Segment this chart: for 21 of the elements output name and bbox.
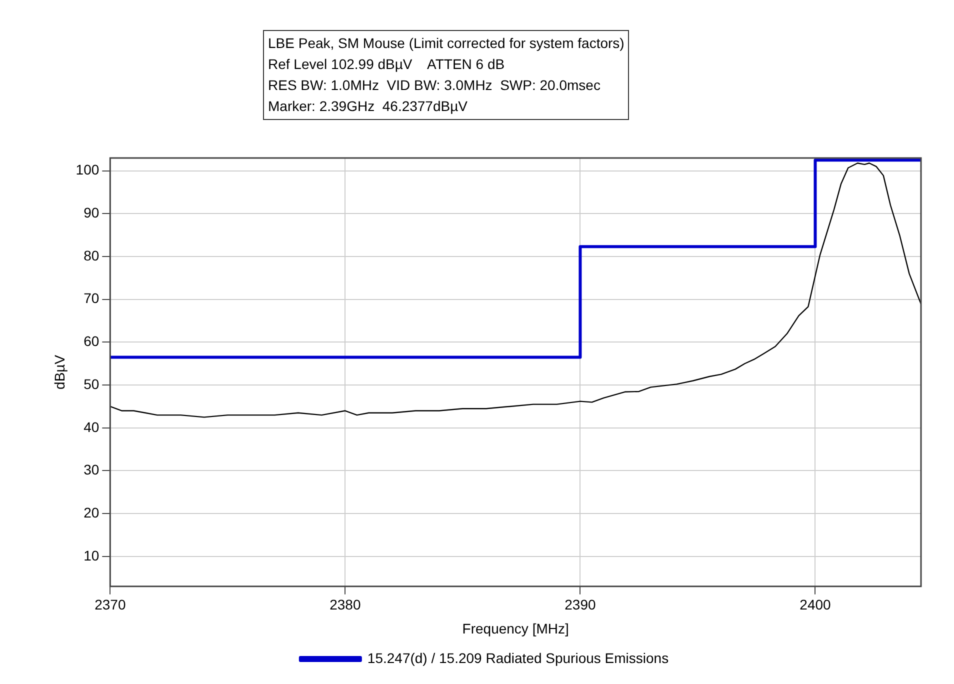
legend-label: 15.247(d) / 15.209 Radiated Spurious Emissions — [367, 650, 669, 666]
y-tick-label: 90 — [84, 204, 100, 221]
x-tick-label: 2390 — [564, 596, 596, 613]
text: Ref Level 102.99 dBµV ATTEN 6 dB — [268, 55, 506, 74]
text: RES BW: 1.0MHz VID BW: 3.0MHz SWP: 20.0msec — [268, 76, 602, 95]
y-tick-label: 100 — [76, 162, 100, 178]
y-tick-label: 70 — [84, 290, 100, 306]
y-tick-label: 10 — [84, 547, 100, 564]
x-axis-title: Frequency [MHz] — [462, 620, 569, 636]
chart-title: LBE Peak, SM Mouse (Limit corrected for system factors) — [268, 34, 624, 53]
y-axis-title: dBµV — [51, 354, 68, 390]
x-tick-label: 2370 — [94, 596, 126, 613]
y-tick-label: 30 — [84, 462, 100, 478]
x-tick-label: 2380 — [330, 596, 361, 613]
y-tick-label: 20 — [84, 504, 100, 520]
y-tick-label: 80 — [84, 247, 100, 264]
x-tick-label: 2400 — [800, 596, 832, 613]
y-tick-label: 40 — [84, 418, 100, 435]
y-tick-label: 60 — [84, 333, 100, 350]
y-tick-label: 50 — [84, 376, 100, 392]
text: Marker: 2.39GHz 46.2377dBµV — [268, 97, 468, 116]
